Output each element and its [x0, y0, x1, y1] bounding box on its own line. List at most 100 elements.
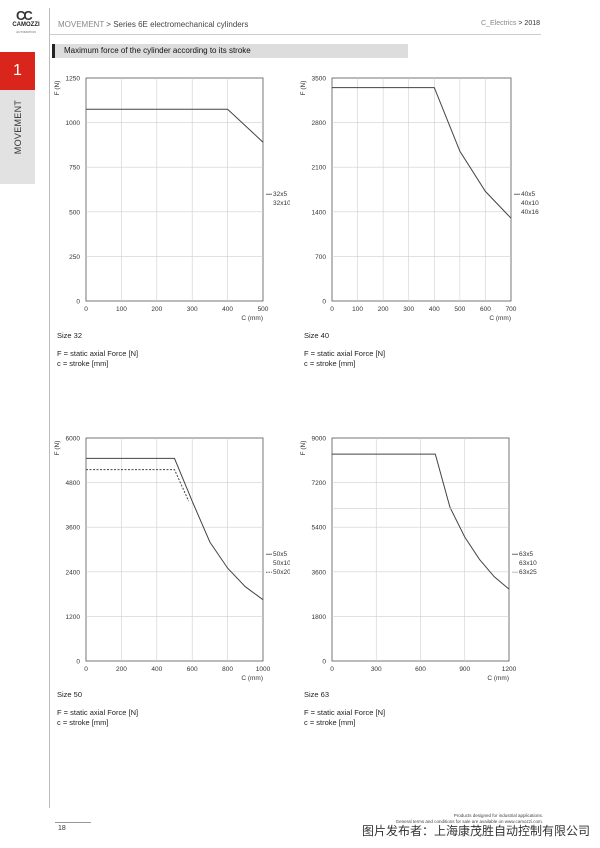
- x-tick-label: 400: [222, 306, 233, 313]
- y-tick-label: 5400: [312, 525, 327, 532]
- section-title-bar: Maximum force of the cylinder according …: [52, 44, 408, 58]
- y-tick-label: 2800: [312, 120, 327, 127]
- series-line: [86, 469, 190, 502]
- series-line: [86, 457, 264, 601]
- legend-label: 50x5: [273, 551, 287, 558]
- y-tick-label: 9000: [312, 436, 327, 443]
- y-tick-label: 2400: [66, 569, 81, 576]
- catalog-label: C_Electrics: [481, 20, 517, 27]
- y-axis-label: F (N): [300, 81, 307, 96]
- y-tick-label: 3600: [66, 525, 81, 532]
- caption-stroke: c = stroke [mm]: [57, 718, 109, 727]
- caption-size-63: Size 63 F = static axial Force [N] c = s…: [304, 690, 385, 728]
- y-tick-label: 1000: [66, 120, 81, 127]
- caption-stroke: c = stroke [mm]: [304, 718, 356, 727]
- caption-size-40: Size 40 F = static axial Force [N] c = s…: [304, 331, 385, 369]
- size-label: Size 63: [304, 690, 330, 699]
- series-line: [332, 87, 512, 219]
- x-tick-label: 200: [151, 306, 162, 313]
- catalog-year: 2018: [524, 20, 540, 27]
- breadcrumb: MOVEMENT > Series 6E electromechanical c…: [58, 20, 248, 29]
- caption-size-32: Size 32 F = static axial Force [N] c = s…: [57, 331, 138, 369]
- x-tick-label: 0: [330, 666, 334, 673]
- x-tick-label: 200: [116, 666, 127, 673]
- y-axis-label: F (N): [54, 441, 61, 456]
- legend-label: 63x25: [519, 569, 537, 576]
- section-title: Maximum force of the cylinder according …: [64, 46, 251, 55]
- x-axis-label: C (mm): [489, 315, 511, 322]
- series-line: [332, 453, 510, 590]
- footer-line-1: Products designed for industrial applica…: [453, 813, 543, 818]
- legend-label: 40x16: [521, 209, 539, 216]
- caption-force: F = static axial Force [N]: [304, 349, 386, 358]
- legend-label: 32x10: [273, 200, 290, 207]
- caption-force: F = static axial Force [N]: [57, 708, 139, 717]
- logo-sub: AUTOMATION: [16, 30, 36, 34]
- size-label: Size 40: [304, 331, 330, 340]
- plot-frame: [331, 77, 512, 302]
- y-tick-label: 3600: [312, 569, 327, 576]
- page-number: 18: [58, 825, 66, 832]
- x-tick-label: 400: [429, 306, 440, 313]
- chapter-tab[interactable]: 1 MOVEMENT: [0, 52, 35, 184]
- caption-size-50: Size 50 F = static axial Force [N] c = s…: [57, 690, 138, 728]
- y-tick-label: 0: [76, 299, 80, 306]
- y-tick-label: 700: [315, 254, 326, 261]
- plot-frame: [85, 437, 264, 662]
- margin-divider: [49, 8, 50, 808]
- x-axis-label: C (mm): [241, 675, 263, 682]
- x-axis-label: C (mm): [241, 315, 263, 322]
- chart-size-40: 0 700 1400 2100 2800 3500 0 100 200 300 400 500 600 7…: [300, 76, 539, 323]
- chapter-number: 1: [0, 52, 35, 90]
- y-tick-label: 2100: [312, 165, 327, 172]
- legend-label: 63x5: [519, 551, 533, 558]
- x-tick-label: 100: [116, 306, 127, 313]
- y-tick-label: 3500: [312, 76, 327, 83]
- breadcrumb-section[interactable]: MOVEMENT: [58, 20, 105, 29]
- breadcrumb-sep: >: [104, 20, 114, 29]
- x-tick-label: 600: [187, 666, 198, 673]
- x-tick-label: 600: [415, 666, 426, 673]
- x-tick-label: 900: [459, 666, 470, 673]
- x-tick-label: 0: [84, 666, 88, 673]
- x-tick-label: 300: [403, 306, 414, 313]
- legend-label: 32x5: [273, 191, 287, 198]
- caption-stroke: c = stroke [mm]: [57, 359, 109, 368]
- y-tick-label: 1800: [312, 614, 327, 621]
- chart-size-32: 0 250 500 750 1000 1250 0 100 200 300 400 500 F (N) C…: [54, 76, 290, 323]
- size-label: Size 32: [57, 331, 83, 340]
- watermark: 图片发布者：上海康茂胜自动控制有限公司: [361, 824, 590, 838]
- page-rule: [55, 822, 91, 823]
- x-tick-label: 100: [352, 306, 363, 313]
- y-tick-label: 1250: [66, 76, 81, 83]
- y-tick-label: 7200: [312, 480, 327, 487]
- caption-force: F = static axial Force [N]: [304, 708, 386, 717]
- y-tick-label: 500: [69, 209, 80, 216]
- x-tick-label: 600: [480, 306, 491, 313]
- header-catalog: C_Electrics > 2018: [481, 20, 540, 27]
- plot-frame: [85, 77, 264, 302]
- x-tick-label: 500: [258, 306, 269, 313]
- x-tick-label: 1000: [256, 666, 271, 673]
- x-tick-label: 500: [454, 306, 465, 313]
- x-tick-label: 300: [187, 306, 198, 313]
- y-tick-label: 1400: [312, 209, 327, 216]
- y-tick-label: 0: [322, 659, 326, 666]
- logo-mark: CC: [16, 8, 33, 23]
- y-tick-label: 4800: [66, 480, 81, 487]
- caption-stroke: c = stroke [mm]: [304, 359, 356, 368]
- x-tick-label: 300: [371, 666, 382, 673]
- caption-force: F = static axial Force [N]: [57, 349, 139, 358]
- y-tick-label: 1200: [66, 614, 81, 621]
- logo-brand: CAMOZZI: [12, 22, 40, 28]
- legend-label: 50x10: [273, 560, 290, 567]
- x-tick-label: 700: [506, 306, 517, 313]
- legend-label: 40x5: [521, 191, 535, 198]
- chapter-label: MOVEMENT: [13, 99, 23, 155]
- camozzi-logo: CC CAMOZZI AUTOMATION: [6, 8, 46, 38]
- y-tick-label: 750: [69, 165, 80, 172]
- y-tick-label: 250: [69, 254, 80, 261]
- breadcrumb-page: Series 6E electromechanical cylinders: [113, 20, 249, 29]
- x-axis-label: C (mm): [487, 675, 509, 682]
- y-axis-label: F (N): [54, 81, 61, 96]
